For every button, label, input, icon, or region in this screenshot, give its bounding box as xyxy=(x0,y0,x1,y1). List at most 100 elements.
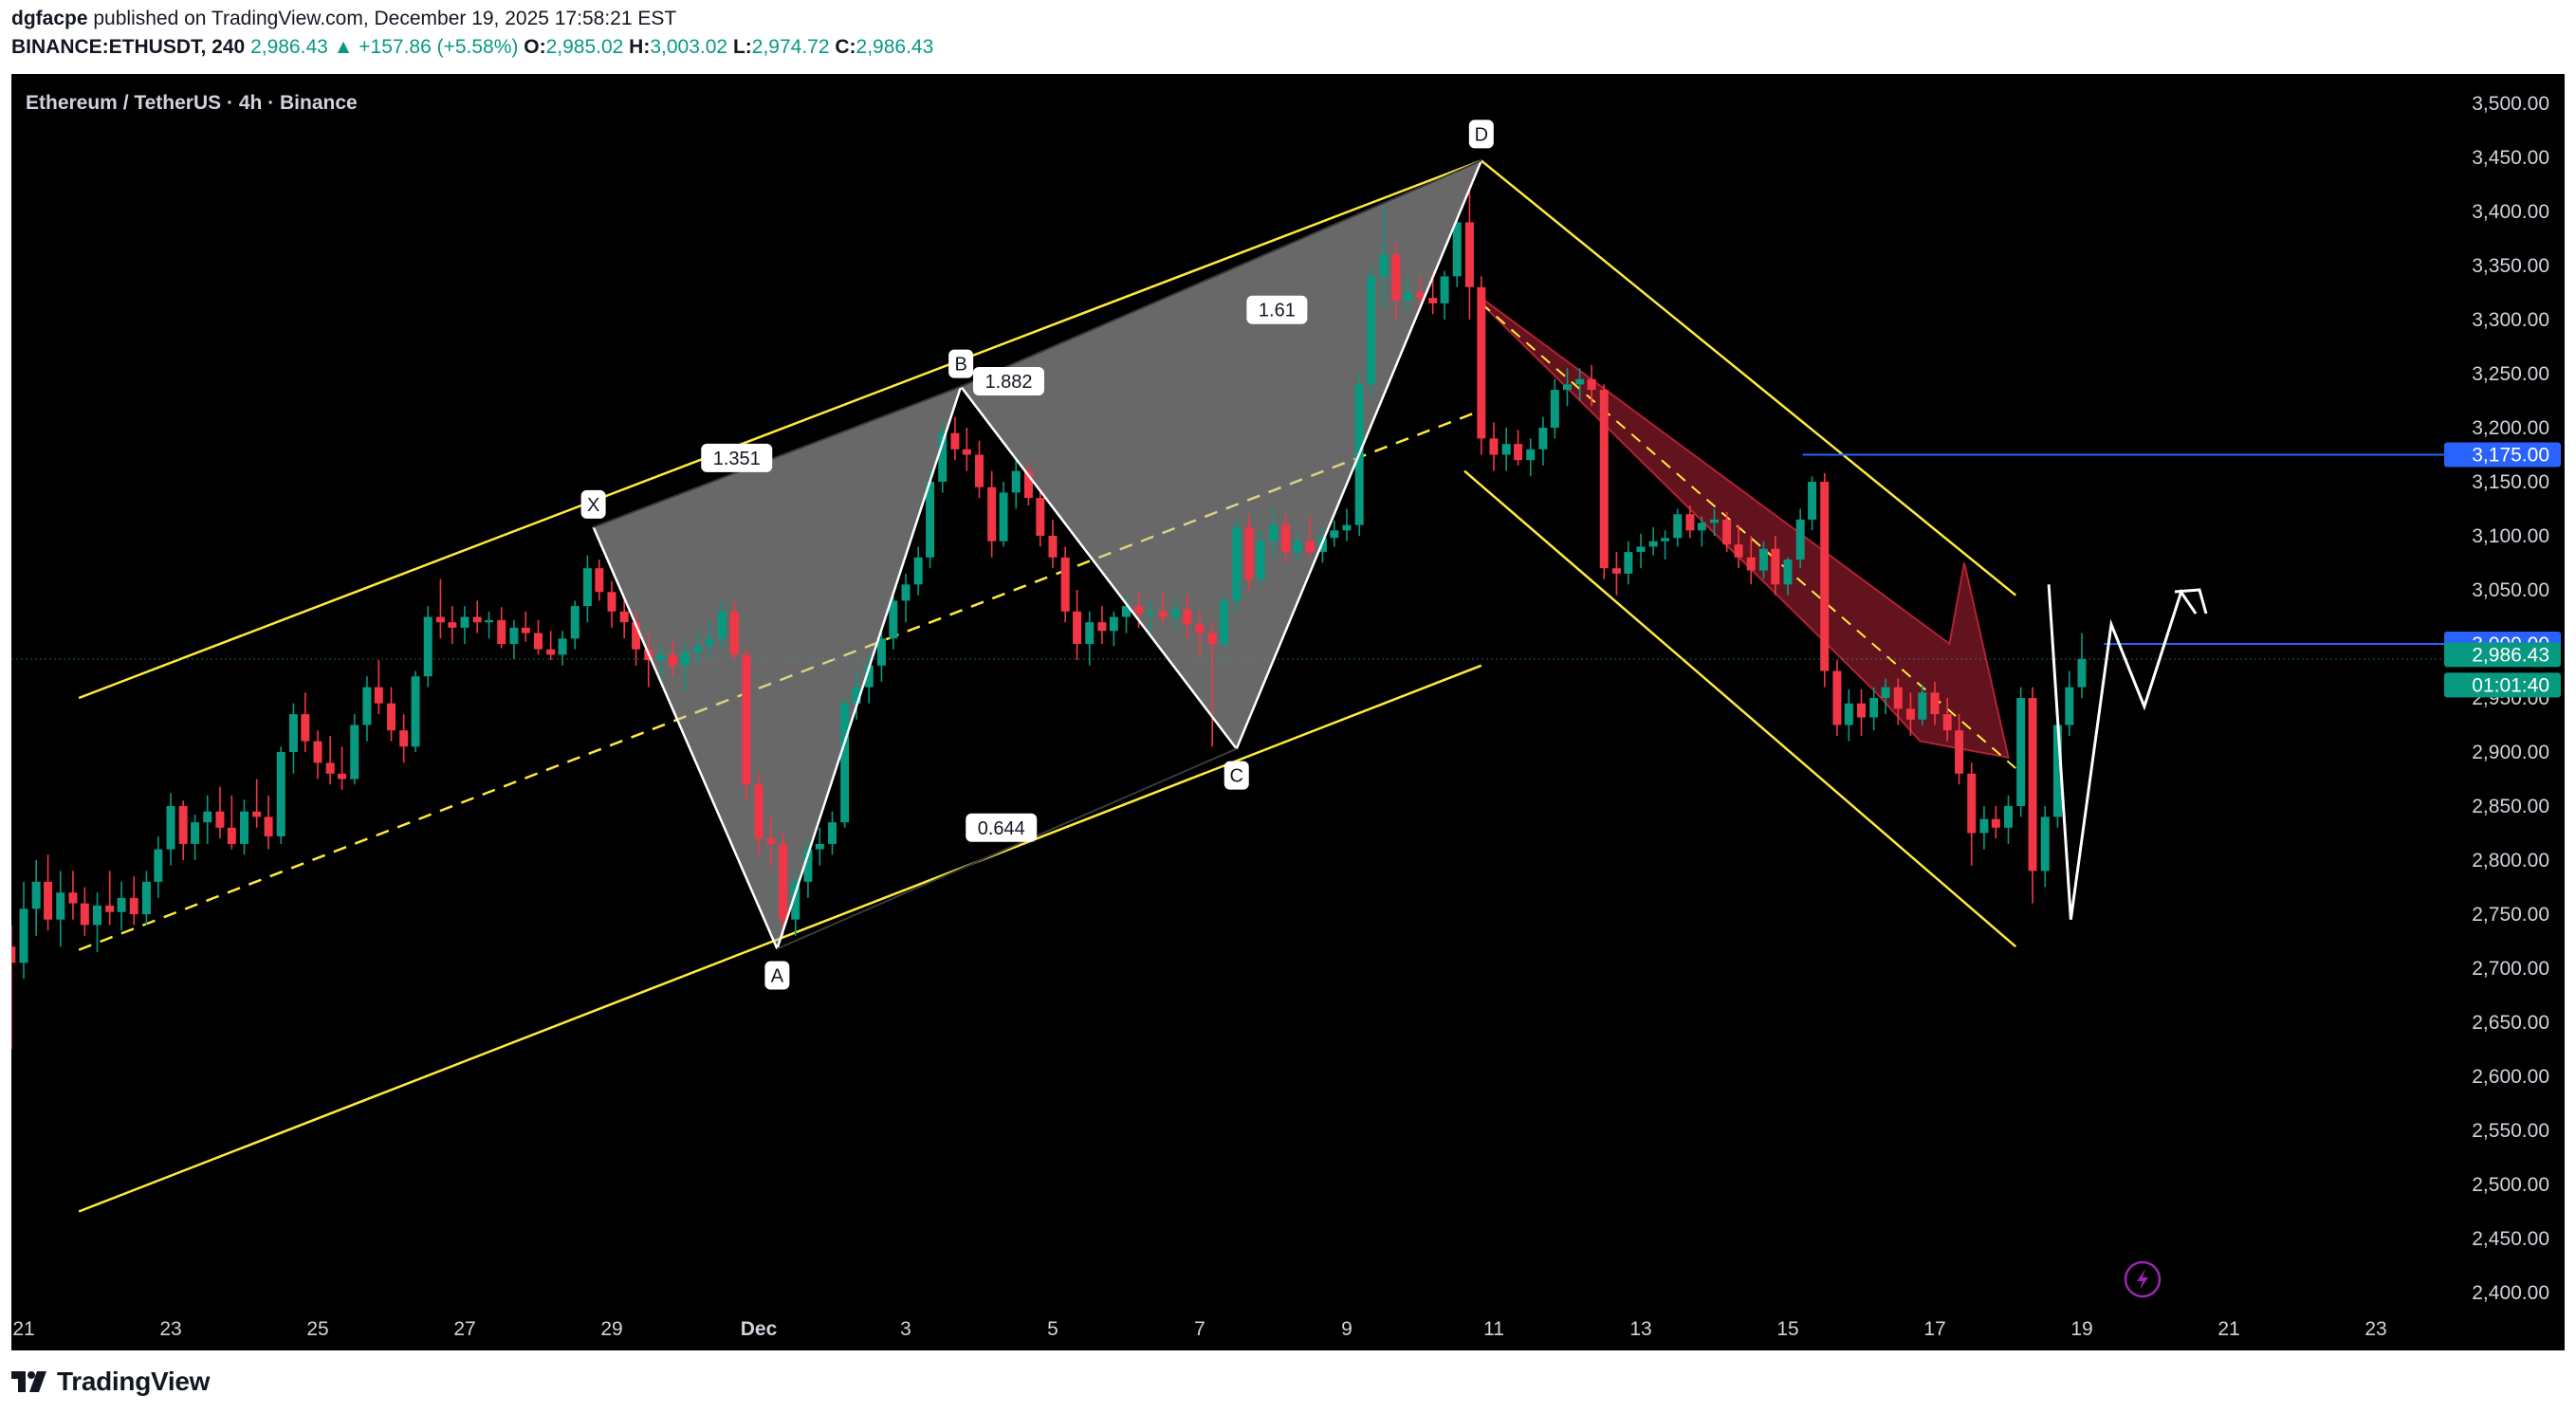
candle-up xyxy=(1563,368,1572,407)
candle-body xyxy=(1820,482,1830,671)
candle-up xyxy=(828,811,837,855)
candle-up xyxy=(1710,508,1719,536)
price-axis-label-text: 3,175.00 xyxy=(2472,445,2549,467)
candle-down xyxy=(1207,622,1217,747)
candle-body xyxy=(1795,519,1805,560)
ratio-label-bg xyxy=(701,443,773,472)
candle-body xyxy=(1918,692,1927,720)
candle-down xyxy=(1857,688,1866,736)
candle-body xyxy=(1599,390,1609,569)
candle-body xyxy=(93,905,101,926)
candle-down xyxy=(374,660,383,715)
candle-body xyxy=(80,903,89,926)
projection-arrowhead xyxy=(2174,588,2208,615)
point-label-text: D xyxy=(1475,124,1488,145)
candle-up xyxy=(2040,806,2050,888)
candle-body xyxy=(19,908,28,963)
y-tick-label: 3,400.00 xyxy=(2472,201,2549,223)
candle-down xyxy=(129,876,138,926)
candle-down xyxy=(448,606,457,644)
candle-body xyxy=(1563,384,1572,391)
candle-down xyxy=(1097,606,1107,644)
candle-down xyxy=(313,730,322,780)
publisher-name[interactable]: dgfacpe xyxy=(11,8,88,29)
candle-up xyxy=(1575,368,1585,401)
candle-body xyxy=(1758,548,1768,571)
candle-up xyxy=(938,422,948,493)
candle-down xyxy=(546,631,556,661)
candle-body xyxy=(1991,818,2000,828)
candle-body xyxy=(1746,557,1756,571)
pattern-leg-bc xyxy=(960,385,1238,750)
candle-body xyxy=(497,619,506,644)
candle-body xyxy=(215,811,225,828)
channel-upper-line xyxy=(78,159,1482,700)
tradingview-logo[interactable]: TradingView xyxy=(11,1366,210,1398)
candle-body xyxy=(1905,708,1915,720)
candle-down xyxy=(1893,678,1903,725)
candle-up xyxy=(815,827,824,866)
candle-body xyxy=(999,492,1008,541)
y-tick-label: 3,200.00 xyxy=(2472,417,2549,439)
candle-up xyxy=(840,698,850,828)
candle-up xyxy=(1256,530,1265,585)
candle-body xyxy=(288,714,298,752)
candle-body xyxy=(264,817,273,836)
y-tick-label: 3,050.00 xyxy=(2472,579,2549,601)
candle-body xyxy=(534,633,543,650)
low-value: 2,974.72 xyxy=(751,36,830,58)
candle-body xyxy=(252,811,262,817)
candle-body xyxy=(1893,687,1903,709)
candle-down xyxy=(1036,486,1045,547)
candle-down xyxy=(1244,514,1254,590)
pattern-leg-cd xyxy=(1235,159,1482,750)
candle-body xyxy=(68,892,78,904)
candle-body xyxy=(1428,298,1438,303)
candle-down xyxy=(1023,462,1033,506)
candle-up xyxy=(876,627,886,682)
candle-down xyxy=(1905,692,1915,736)
candle-down xyxy=(178,800,188,860)
candle-up xyxy=(485,611,494,639)
y-tick-label: 3,250.00 xyxy=(2472,363,2549,385)
down-channel-lower-line xyxy=(1463,469,2017,948)
lightning-icon[interactable] xyxy=(2124,1260,2162,1298)
candle-body xyxy=(729,611,739,655)
candle-body xyxy=(1464,222,1474,287)
candle-body xyxy=(1514,444,1523,461)
candle-up xyxy=(509,619,519,659)
candle-down xyxy=(215,786,225,839)
candle-body xyxy=(595,568,604,593)
candle-down xyxy=(950,416,960,461)
x-tick-label: 3 xyxy=(900,1318,911,1340)
candle-up xyxy=(1501,428,1511,471)
candle-body xyxy=(1575,378,1585,385)
candle-body xyxy=(913,557,923,585)
ratio-label-text: 1.61 xyxy=(1259,301,1296,321)
projection-path xyxy=(2047,584,2198,920)
ratio-label-bg xyxy=(973,366,1044,395)
publish-info: dgfacpe published on TradingView.com, De… xyxy=(11,8,676,30)
x-tick-label: 29 xyxy=(600,1318,622,1340)
candle-up xyxy=(460,606,469,644)
candle-body xyxy=(546,649,556,655)
candle-body xyxy=(472,616,482,623)
x-tick-label: 17 xyxy=(1923,1318,1945,1340)
candle-up xyxy=(1379,206,1389,309)
price-axis-label-text: 2,986.43 xyxy=(2472,644,2549,666)
point-label-bg xyxy=(764,961,790,990)
candle-down xyxy=(975,440,984,499)
price-axis-label: 2,986.43 xyxy=(2444,642,2561,668)
candle-body xyxy=(1048,536,1058,558)
candle-down xyxy=(68,871,78,920)
candle-body xyxy=(1771,548,1780,585)
candle-up xyxy=(1122,595,1131,633)
candle-up xyxy=(1538,416,1548,466)
candle-body xyxy=(950,432,960,450)
candle-body xyxy=(1967,773,1977,834)
price-chart[interactable]: Ethereum / TetherUS · 4h · Binance X A B C D… xyxy=(11,74,2565,1350)
candle-up xyxy=(1403,276,1412,311)
x-tick-label: 23 xyxy=(159,1318,181,1340)
candle-up xyxy=(1269,508,1278,558)
ratio-label-text: 1.882 xyxy=(984,372,1032,393)
